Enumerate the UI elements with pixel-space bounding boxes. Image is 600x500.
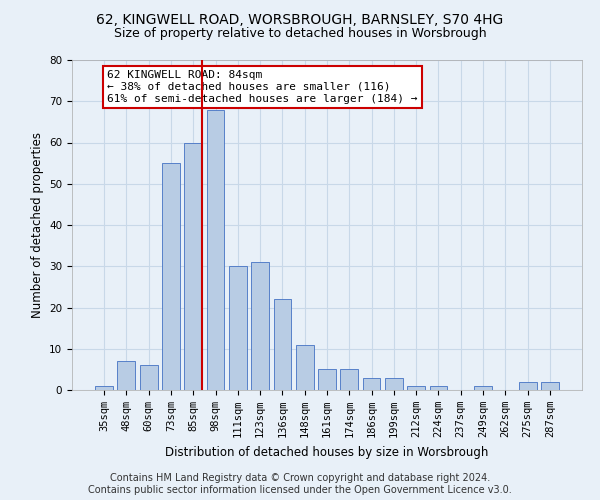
Bar — [385, 378, 403, 390]
Bar — [229, 266, 247, 390]
Bar — [430, 386, 448, 390]
Bar — [118, 361, 136, 390]
Bar — [162, 163, 180, 390]
Bar — [184, 142, 202, 390]
Text: Size of property relative to detached houses in Worsbrough: Size of property relative to detached ho… — [113, 28, 487, 40]
Bar — [140, 365, 158, 390]
Bar — [474, 386, 492, 390]
Text: 62 KINGWELL ROAD: 84sqm
← 38% of detached houses are smaller (116)
61% of semi-d: 62 KINGWELL ROAD: 84sqm ← 38% of detache… — [107, 70, 418, 104]
Bar — [340, 370, 358, 390]
Bar — [206, 110, 224, 390]
X-axis label: Distribution of detached houses by size in Worsbrough: Distribution of detached houses by size … — [166, 446, 488, 458]
Y-axis label: Number of detached properties: Number of detached properties — [31, 132, 44, 318]
Bar — [518, 382, 536, 390]
Text: Contains HM Land Registry data © Crown copyright and database right 2024.
Contai: Contains HM Land Registry data © Crown c… — [88, 474, 512, 495]
Bar — [274, 299, 292, 390]
Bar — [541, 382, 559, 390]
Bar — [296, 344, 314, 390]
Text: 62, KINGWELL ROAD, WORSBROUGH, BARNSLEY, S70 4HG: 62, KINGWELL ROAD, WORSBROUGH, BARNSLEY,… — [97, 12, 503, 26]
Bar — [407, 386, 425, 390]
Bar — [95, 386, 113, 390]
Bar — [251, 262, 269, 390]
Bar — [318, 370, 336, 390]
Bar — [362, 378, 380, 390]
